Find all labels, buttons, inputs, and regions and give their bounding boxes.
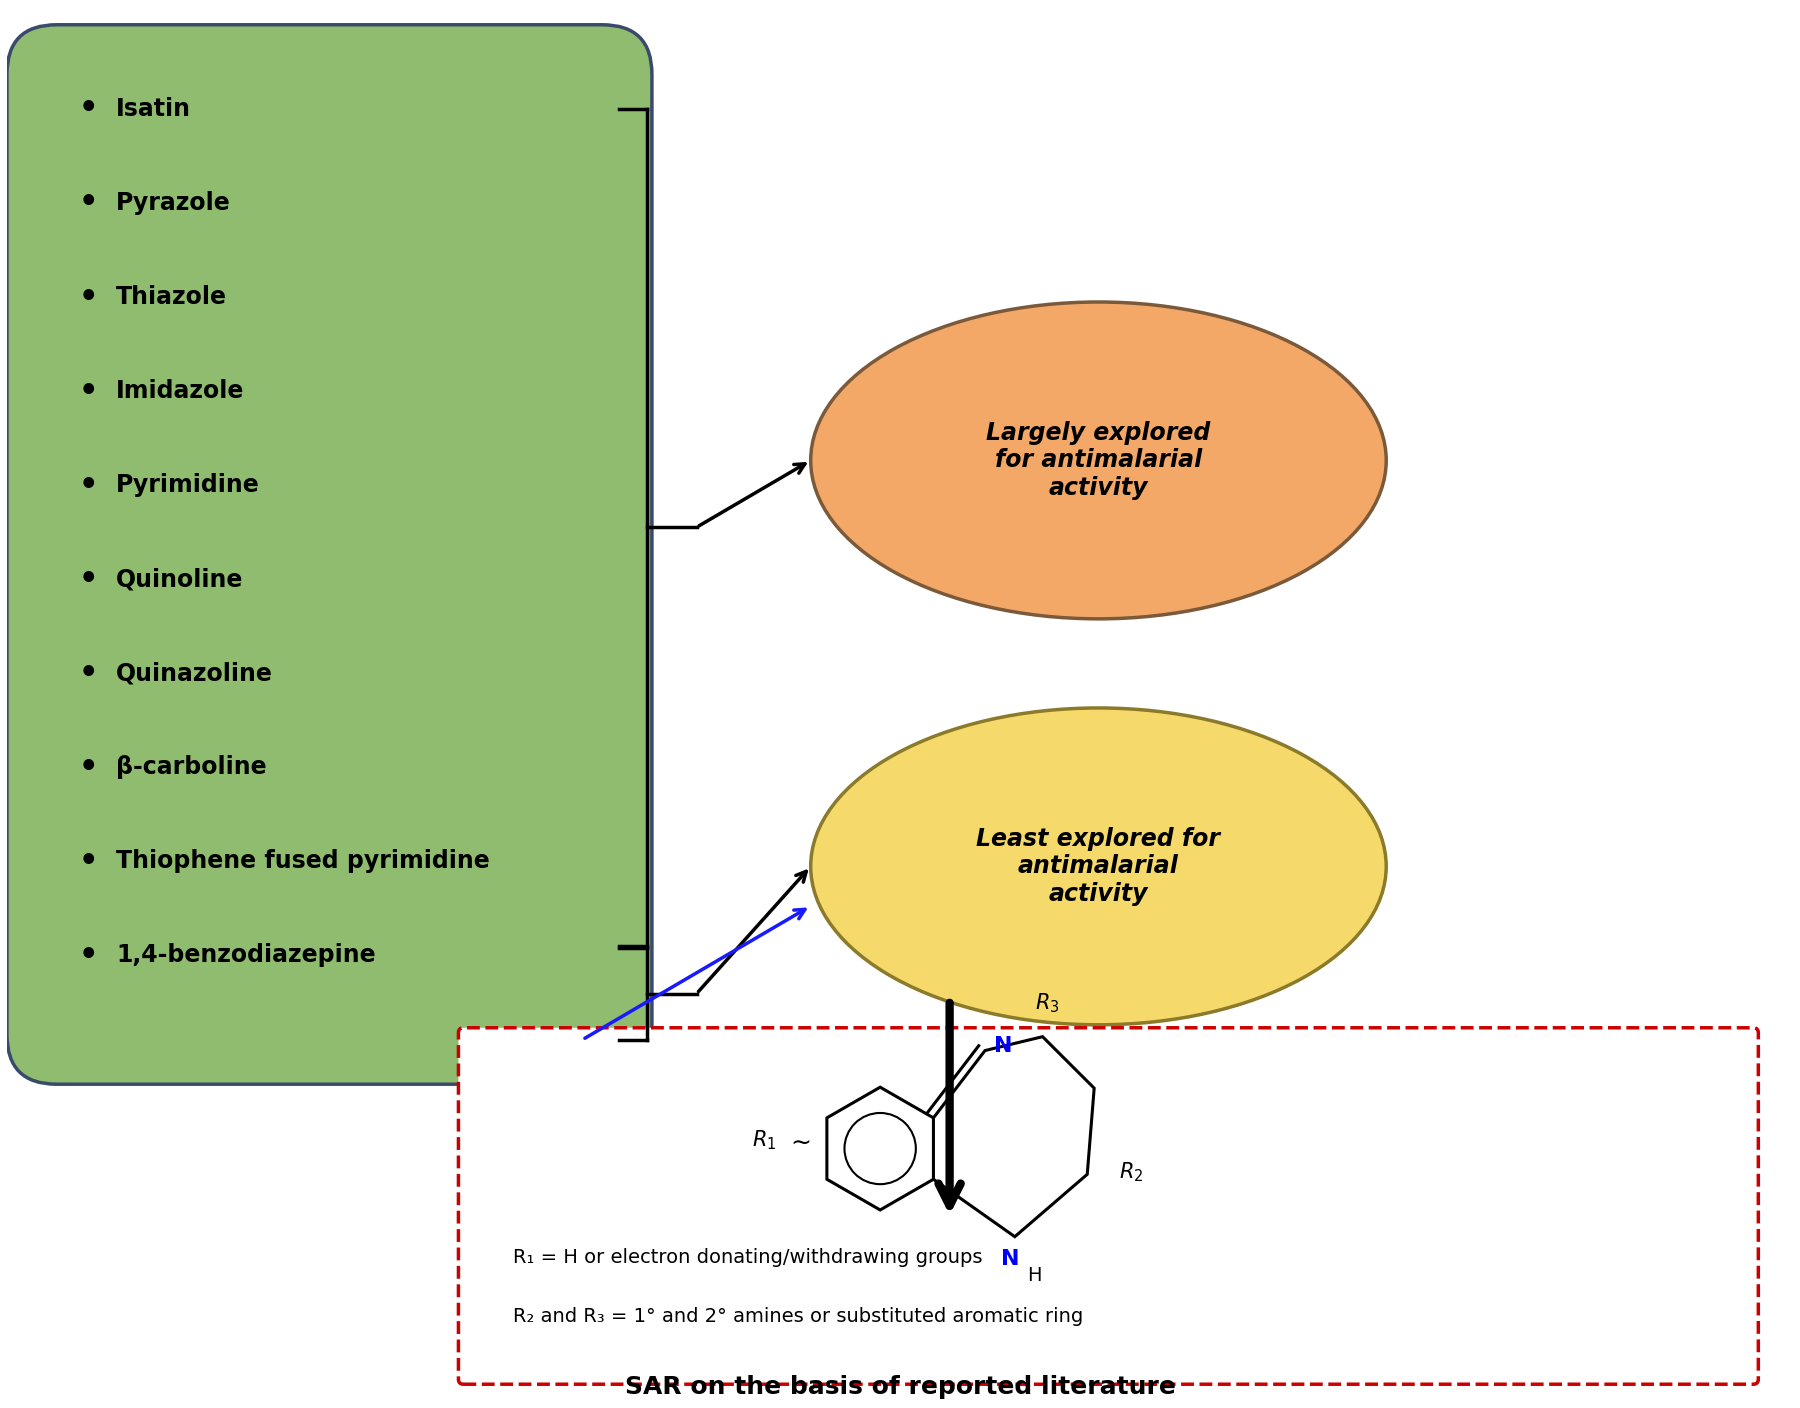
Text: •: • xyxy=(79,753,97,781)
Text: Pyrazole: Pyrazole xyxy=(115,191,230,215)
Text: R₂ and R₃ = 1° and 2° amines or substituted aromatic ring: R₂ and R₃ = 1° and 2° amines or substitu… xyxy=(513,1308,1084,1326)
Text: Least explored for
antimalarial
activity: Least explored for antimalarial activity xyxy=(976,826,1220,907)
Ellipse shape xyxy=(810,708,1386,1025)
Text: N: N xyxy=(1001,1249,1019,1269)
Text: •: • xyxy=(79,376,97,406)
Ellipse shape xyxy=(810,301,1386,620)
Text: β-carboline: β-carboline xyxy=(115,755,266,780)
Text: N: N xyxy=(994,1036,1012,1056)
Text: •: • xyxy=(79,283,97,311)
Text: Thiazole: Thiazole xyxy=(115,284,227,308)
Text: H: H xyxy=(1026,1266,1040,1286)
Text: 1,4-benzodiazepine: 1,4-benzodiazepine xyxy=(115,943,376,967)
FancyBboxPatch shape xyxy=(7,25,652,1084)
Text: Pyrimidine: Pyrimidine xyxy=(115,473,259,497)
Text: R₁ = H or electron donating/withdrawing groups: R₁ = H or electron donating/withdrawing … xyxy=(513,1247,983,1267)
Text: Quinazoline: Quinazoline xyxy=(115,662,274,686)
Text: •: • xyxy=(79,659,97,687)
Text: •: • xyxy=(79,941,97,970)
FancyBboxPatch shape xyxy=(459,1028,1759,1384)
Text: •: • xyxy=(79,470,97,500)
Text: •: • xyxy=(79,848,97,876)
Text: R$_2$: R$_2$ xyxy=(1120,1160,1143,1184)
Text: •: • xyxy=(79,189,97,217)
Text: •: • xyxy=(79,94,97,124)
Text: •: • xyxy=(79,565,97,594)
Text: SAR on the basis of reported literature: SAR on the basis of reported literature xyxy=(625,1376,1175,1400)
Text: Quinoline: Quinoline xyxy=(115,567,243,591)
Text: Thiophene fused pyrimidine: Thiophene fused pyrimidine xyxy=(115,849,490,873)
Text: ∼: ∼ xyxy=(790,1132,812,1156)
Text: Imidazole: Imidazole xyxy=(115,379,245,403)
Text: Isatin: Isatin xyxy=(115,97,191,121)
Text: Largely explored
for antimalarial
activity: Largely explored for antimalarial activi… xyxy=(986,421,1211,500)
Text: R$_3$: R$_3$ xyxy=(1035,991,1060,1015)
Text: R$_1$: R$_1$ xyxy=(752,1129,776,1153)
